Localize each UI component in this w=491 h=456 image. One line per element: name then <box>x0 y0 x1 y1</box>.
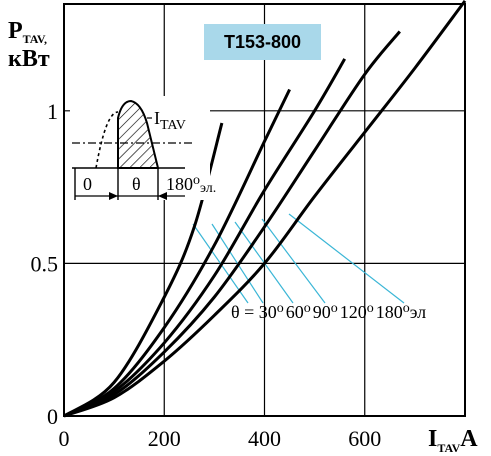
chart-title: T153-800 <box>204 24 321 60</box>
x-axis-label: ITAVA <box>428 426 478 455</box>
curve-180 <box>63 0 467 418</box>
y-axis-unit: кВт <box>8 46 50 72</box>
y-tick-0: 0 <box>47 404 58 429</box>
y-tick-1: 1 <box>47 99 58 124</box>
waveform-inset: ITAV 0 θ 180oэл. <box>70 96 216 200</box>
curves <box>63 0 467 418</box>
legend-prefix: θ = <box>231 302 259 322</box>
x-tick-400: 400 <box>248 426 281 451</box>
inset-arrow-left <box>158 192 167 200</box>
hatched-conduction-area <box>117 99 160 169</box>
callout-line-180 <box>288 213 405 304</box>
legend: θ = 30o 60o 90o 120o 180oэл <box>231 301 426 322</box>
inset-seg-zero: 0 <box>83 174 92 194</box>
grid <box>63 3 466 417</box>
legend-item-90: 90 <box>313 302 331 322</box>
legend-item-60: 60 <box>286 302 304 322</box>
curve-90 <box>63 58 347 418</box>
sine-dashed-part <box>95 111 119 169</box>
y-axis-label: PTAV, <box>8 18 47 46</box>
y-tick-0.5: 0.5 <box>31 251 59 276</box>
x-tick-200: 200 <box>148 426 181 451</box>
x-tick-600: 600 <box>348 426 381 451</box>
curve-120 <box>63 30 401 418</box>
inset-current-label: ITAV <box>154 108 186 133</box>
legend-item-180: 180 <box>376 302 403 322</box>
inset-seg-180: 180oэл. <box>166 173 216 196</box>
legend-item-30: 30 <box>259 302 277 322</box>
curve-60 <box>63 88 291 418</box>
inset-arrow-right <box>109 192 118 200</box>
x-tick-0: 0 <box>59 426 70 451</box>
legend-item-120: 120 <box>340 302 367 322</box>
inset-seg-theta: θ <box>132 174 141 194</box>
callout-line-120 <box>261 218 326 304</box>
